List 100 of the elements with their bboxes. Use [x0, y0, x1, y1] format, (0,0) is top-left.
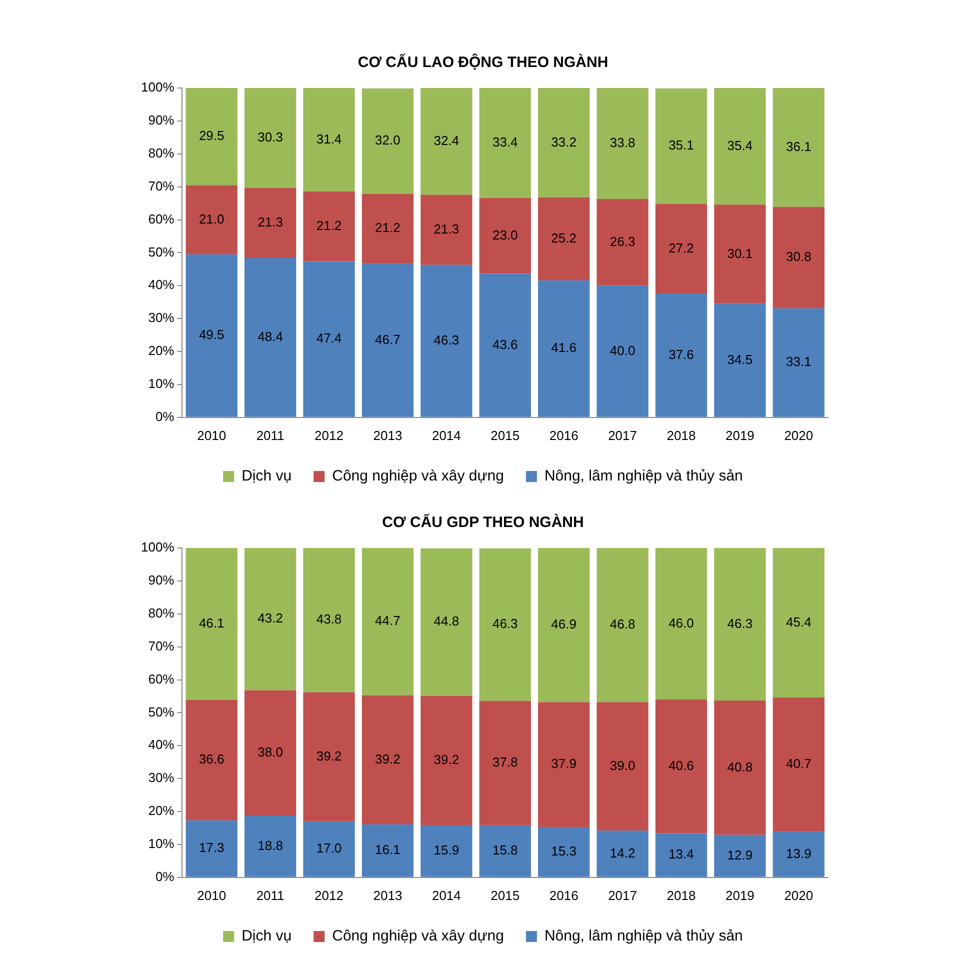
x-tick-label: 2019	[725, 428, 754, 443]
bar	[655, 204, 708, 294]
x-tick-label: 2010	[197, 888, 226, 903]
data-label: 43.6	[492, 336, 518, 352]
data-label: 34.5	[727, 352, 753, 367]
bar	[244, 690, 296, 816]
data-label: 21.0	[198, 211, 224, 226]
data-label: 44.7	[375, 613, 400, 628]
data-label: 23.0	[492, 227, 518, 242]
data-label: 39.2	[316, 748, 342, 764]
data-label: 21.2	[316, 218, 342, 233]
data-label: 21.3	[258, 214, 283, 230]
data-label: 45.4	[786, 614, 812, 630]
bar	[538, 197, 590, 280]
bar	[362, 194, 414, 264]
bar	[714, 834, 766, 877]
bar	[362, 88, 414, 194]
bar	[538, 280, 590, 417]
bar	[479, 700, 531, 826]
data-label: 15.3	[551, 844, 576, 859]
bar	[655, 548, 708, 700]
data-label: 39.2	[375, 751, 400, 766]
bar	[772, 832, 824, 877]
data-label: 30.1	[727, 246, 753, 261]
x-tick-label: 2020	[784, 888, 814, 903]
x-tick-label: 2017	[608, 888, 637, 903]
y-tick-label: 0%	[155, 408, 175, 424]
bar	[772, 698, 824, 832]
x-tick-label: 2013	[373, 428, 402, 443]
data-label: 46.3	[434, 332, 460, 348]
y-tick-label: 70%	[148, 178, 175, 194]
data-label: 12.9	[727, 847, 753, 862]
y-tick-label: 10%	[148, 376, 175, 392]
data-label: 25.2	[551, 230, 576, 246]
bar	[772, 548, 824, 698]
x-tick-label: 2014	[432, 888, 461, 903]
x-tick-label: 2011	[256, 888, 284, 903]
bar	[303, 548, 355, 692]
data-label: 40.6	[668, 758, 694, 773]
x-tick-label: 2020	[784, 428, 814, 443]
y-tick-label: 20%	[148, 343, 175, 358]
data-label: 47.4	[316, 330, 342, 346]
data-label: 31.4	[316, 131, 342, 146]
data-label: 41.6	[551, 340, 576, 356]
bar	[596, 88, 648, 200]
bar	[186, 254, 238, 417]
data-label: 13.9	[786, 846, 812, 861]
bar	[244, 258, 296, 417]
data-label: 38.0	[258, 744, 283, 760]
bar	[303, 191, 355, 262]
y-tick-label: 100%	[141, 80, 175, 95]
data-label: 46.7	[375, 332, 400, 347]
y-tick-label: 80%	[148, 605, 175, 620]
bar	[362, 548, 414, 696]
data-label: 46.3	[727, 616, 753, 631]
bar	[362, 695, 414, 824]
data-label: 15.9	[434, 842, 460, 858]
data-label: 15.8	[492, 842, 518, 858]
chart-title: CƠ CẤU GDP THEO NGÀNH	[382, 513, 584, 532]
y-tick-label: 50%	[148, 244, 175, 260]
bar	[772, 206, 824, 308]
data-label: 30.3	[258, 129, 283, 144]
y-tick-label: 80%	[148, 145, 175, 160]
data-label: 26.3	[610, 234, 636, 249]
data-label: 36.6	[198, 752, 224, 767]
x-tick-label: 2015	[490, 428, 520, 443]
y-tick-label: 20%	[148, 803, 175, 818]
data-label: 46.8	[610, 616, 636, 632]
data-label: 35.4	[727, 138, 753, 153]
data-label: 46.1	[198, 616, 224, 631]
bar	[772, 308, 824, 417]
data-label: 43.2	[258, 610, 283, 626]
x-tick-label: 2016	[549, 888, 578, 903]
data-label: 32.4	[434, 132, 460, 148]
bar	[479, 198, 531, 274]
bar	[186, 700, 238, 820]
data-label: 37.6	[668, 346, 694, 362]
y-tick-label: 50%	[148, 704, 175, 720]
bar	[420, 825, 472, 877]
x-tick-label: 2014	[432, 428, 461, 443]
bar	[303, 88, 355, 192]
y-tick-label: 40%	[148, 737, 175, 752]
bar	[479, 274, 531, 417]
chart-title: CƠ CẤU LAO ĐỘNG THEO NGÀNH	[358, 53, 608, 72]
y-tick-label: 30%	[148, 770, 175, 786]
bar	[244, 548, 296, 690]
bar	[186, 88, 238, 186]
legend-label: Công nghiệp và xây dựng	[332, 468, 504, 485]
bar	[303, 261, 355, 417]
data-label: 39.0	[610, 758, 636, 773]
data-label: 36.1	[786, 139, 812, 154]
bar	[538, 88, 590, 198]
data-label: 21.3	[434, 221, 460, 236]
y-tick-label: 100%	[141, 540, 175, 555]
bar	[596, 548, 648, 702]
bar	[772, 88, 824, 207]
data-label: 32.0	[375, 132, 400, 148]
data-label: 14.2	[610, 845, 636, 860]
bar	[362, 824, 414, 877]
y-tick-label: 0%	[155, 868, 175, 884]
